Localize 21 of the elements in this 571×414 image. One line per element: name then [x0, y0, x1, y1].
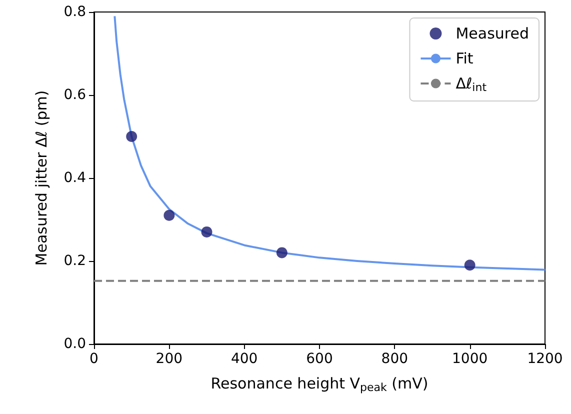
y-tick-label: 0.8 — [64, 4, 86, 20]
legend-label: Fit — [456, 50, 474, 68]
x-tick-label: 0 — [90, 351, 98, 367]
y-axis-title: Measured jitter Δℓ (pm) — [32, 90, 50, 266]
x-tick-label: 1000 — [452, 351, 488, 367]
x-tick-label: 800 — [381, 351, 408, 367]
y-tick-label: 0.0 — [64, 336, 86, 352]
x-tick-label: 200 — [156, 351, 183, 367]
point — [164, 210, 175, 221]
y-tick-label: 0.2 — [64, 253, 86, 269]
line-series — [114, 15, 546, 271]
point — [201, 226, 212, 238]
x-tick-label: 400 — [230, 351, 258, 367]
x-tick-label: 1200 — [527, 351, 563, 367]
y-tick-label: 0.4 — [64, 170, 86, 186]
y-tick-label: 0.6 — [64, 87, 86, 103]
point — [126, 131, 138, 142]
x-tick-label: 600 — [306, 351, 333, 367]
legend-label: Measured — [456, 24, 530, 42]
point — [464, 260, 476, 271]
point — [276, 247, 288, 258]
